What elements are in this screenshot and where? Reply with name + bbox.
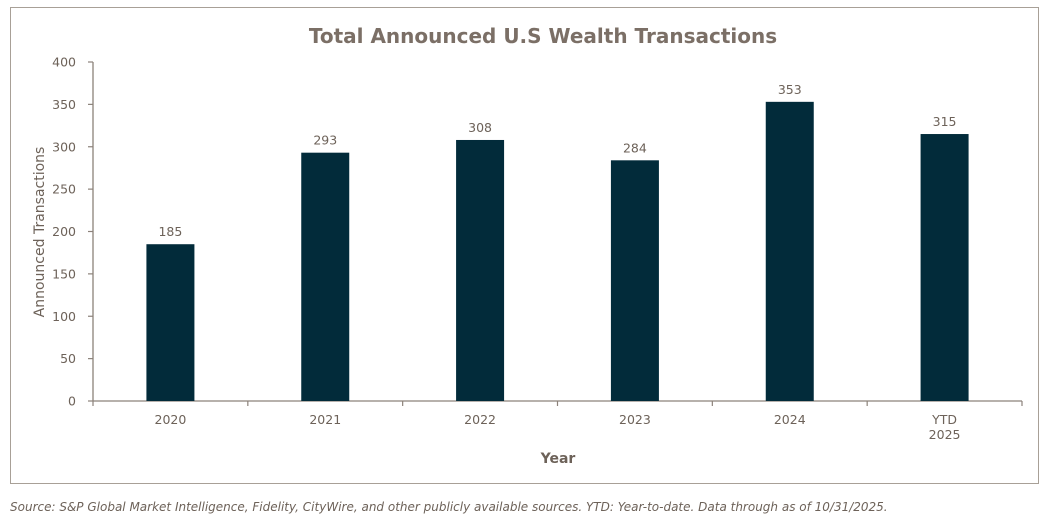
x-tick-label: 2020 bbox=[155, 412, 187, 427]
data-label: 308 bbox=[468, 120, 492, 135]
bar bbox=[765, 101, 814, 402]
chart-frame bbox=[10, 7, 1039, 484]
bar bbox=[456, 139, 505, 401]
data-label: 284 bbox=[623, 140, 647, 155]
chart-title: Total Announced U.S Wealth Transactions bbox=[309, 24, 777, 48]
x-tick-label: 2023 bbox=[619, 412, 651, 427]
data-label: 315 bbox=[933, 114, 957, 129]
bar bbox=[920, 134, 969, 401]
y-tick-label: 50 bbox=[60, 351, 76, 366]
y-tick-label: 350 bbox=[52, 97, 76, 112]
bar-chart: Total Announced U.S Wealth Transactions … bbox=[32, 24, 1023, 467]
y-tick-label: 150 bbox=[52, 266, 76, 281]
x-tick-label: 2024 bbox=[774, 412, 806, 427]
bar bbox=[146, 244, 195, 401]
x-tick-label: 2022 bbox=[464, 412, 496, 427]
y-tick-label: 200 bbox=[52, 224, 76, 239]
bar bbox=[301, 152, 350, 401]
data-label: 353 bbox=[778, 82, 802, 97]
x-tick-label: 2025 bbox=[929, 427, 961, 442]
y-tick-label: 0 bbox=[68, 394, 76, 409]
source-note: Source: S&P Global Market Intelligence, … bbox=[10, 500, 888, 514]
data-label: 293 bbox=[313, 133, 337, 148]
y-tick-label: 300 bbox=[52, 139, 76, 154]
bar bbox=[610, 160, 659, 401]
x-tick-label: YTD bbox=[931, 412, 957, 427]
y-tick-label: 400 bbox=[52, 55, 76, 70]
x-tick-label: 2021 bbox=[309, 412, 341, 427]
x-axis-title: Year bbox=[540, 451, 576, 467]
y-tick-label: 100 bbox=[52, 309, 76, 324]
data-label: 185 bbox=[158, 224, 182, 239]
y-tick-label: 250 bbox=[52, 182, 76, 197]
y-axis-title: Announced Transactions bbox=[32, 147, 48, 318]
